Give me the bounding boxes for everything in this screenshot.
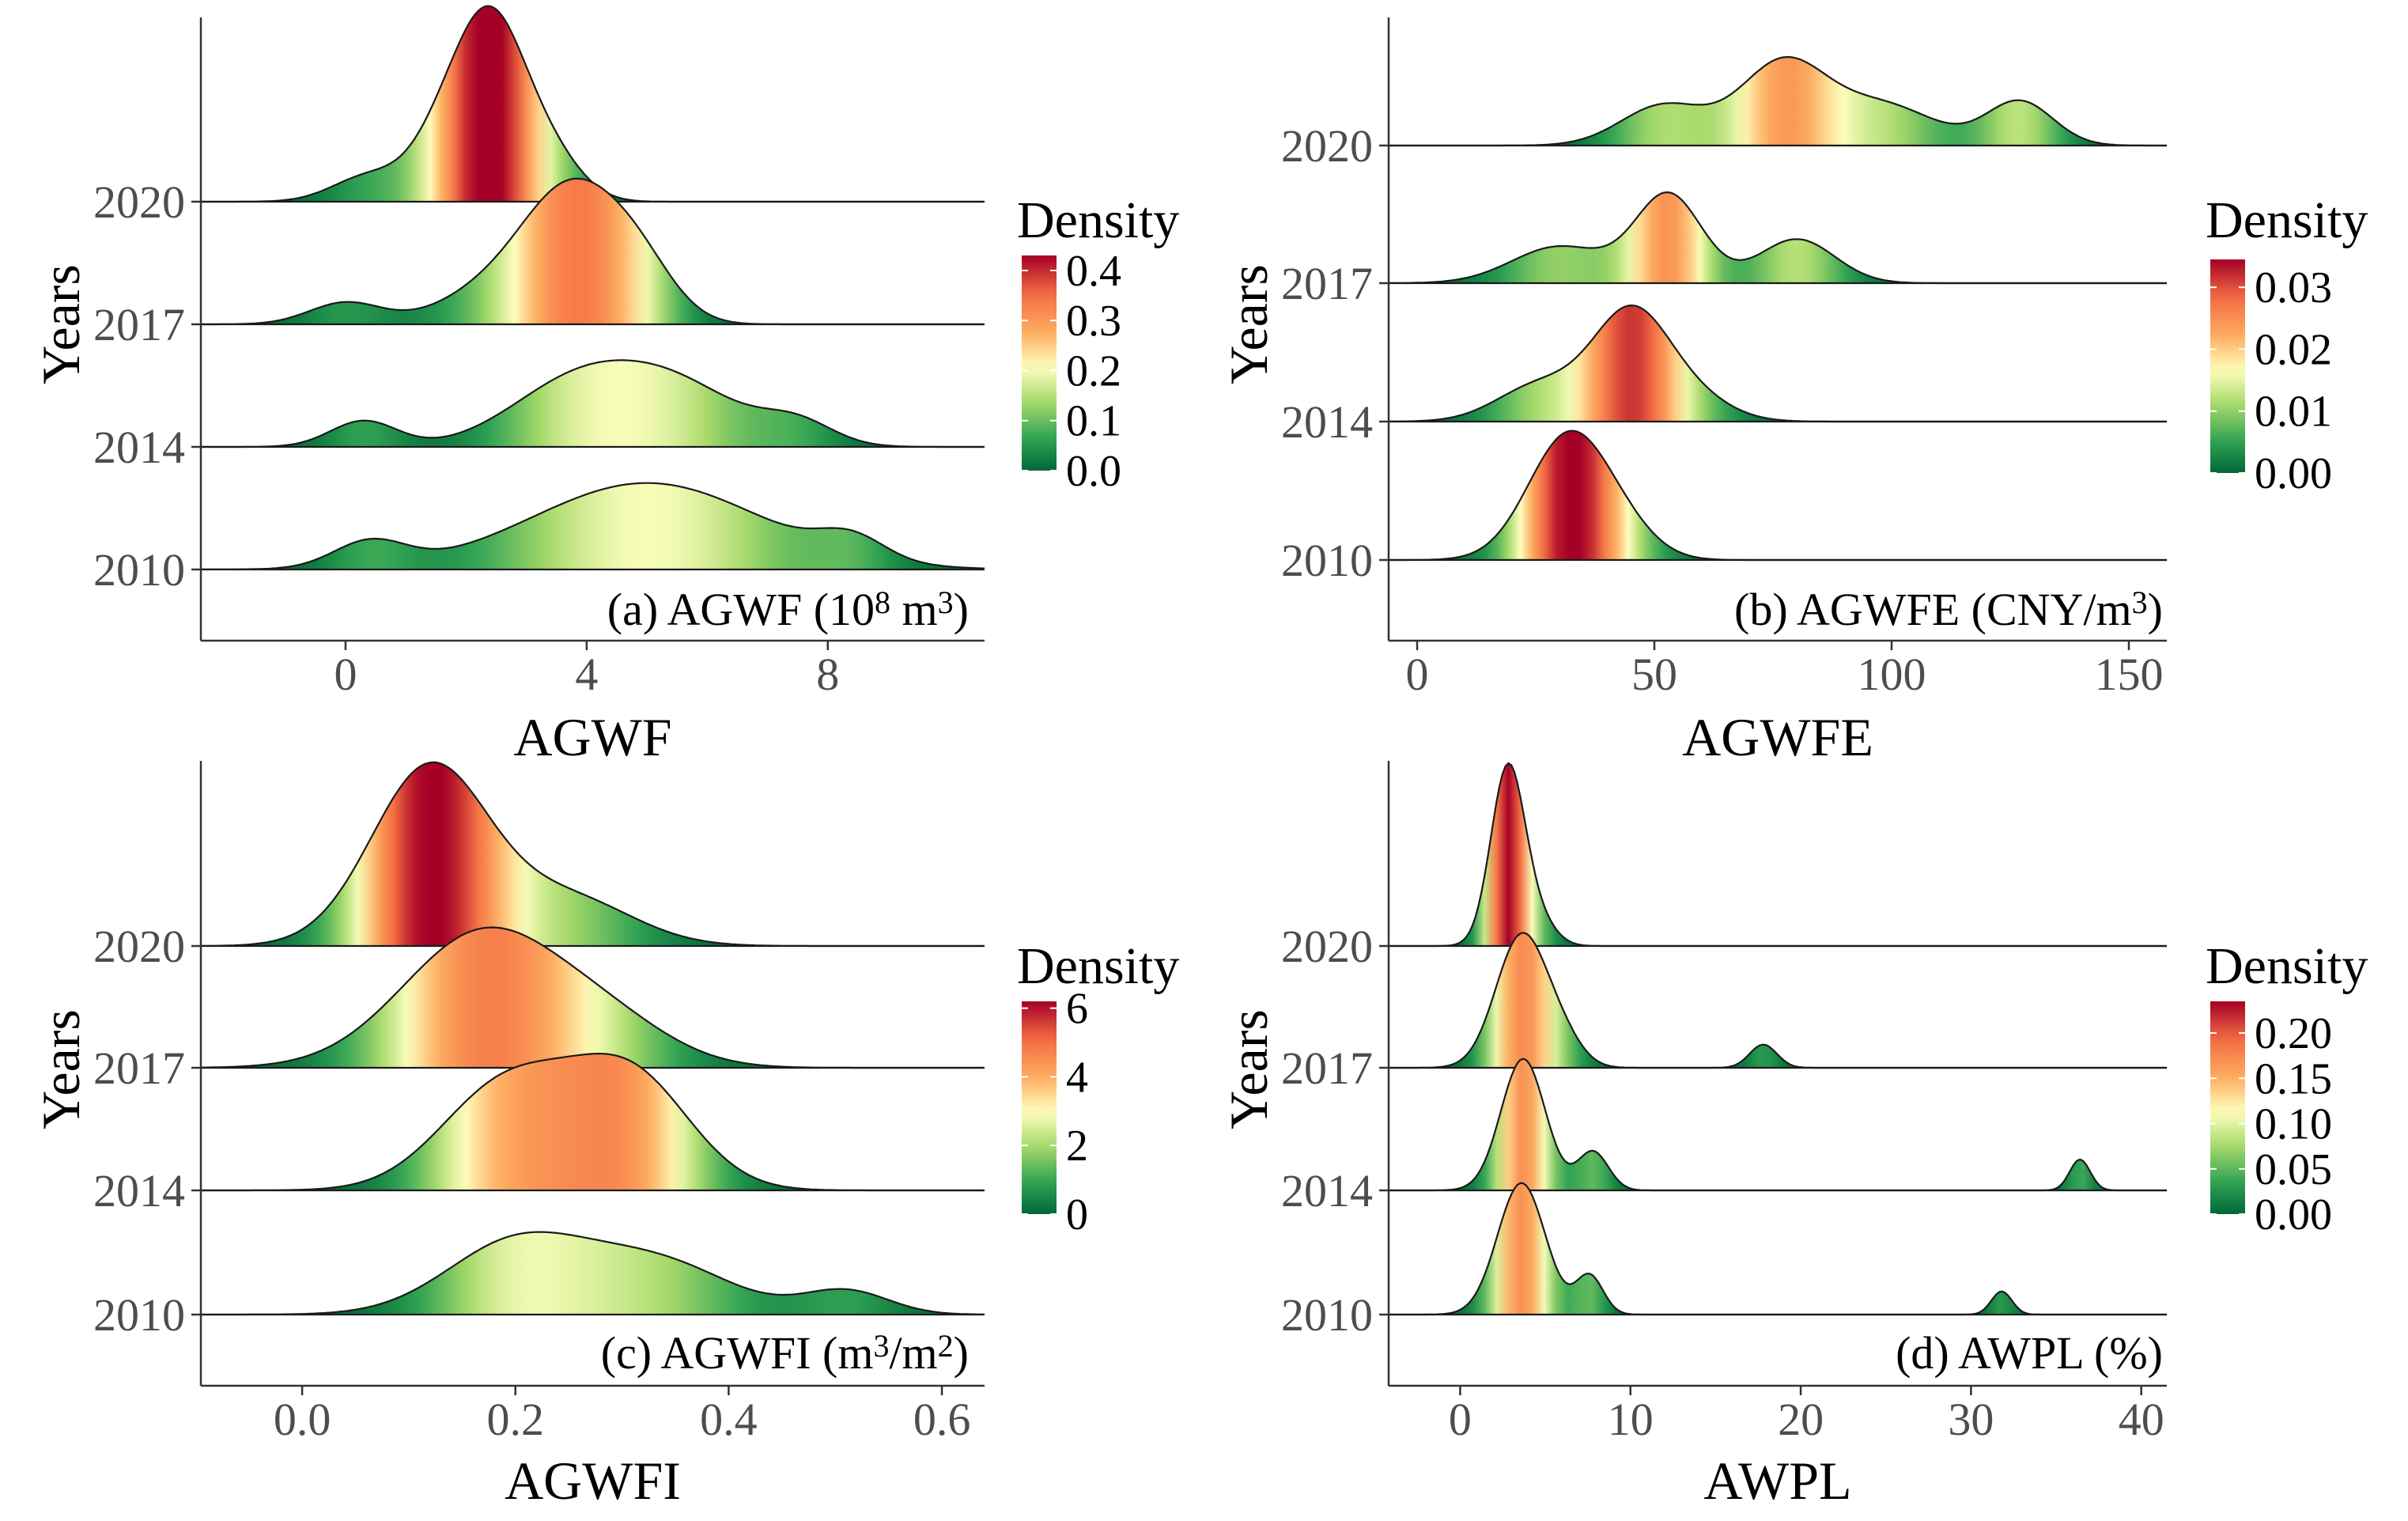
x-tick-label-0.6: 0.6 <box>913 1394 971 1445</box>
panel-caption: (a) AGWF (108 m3) <box>607 584 969 635</box>
x-axis-title: AWPL <box>1703 1451 1851 1511</box>
ridge-line-2010 <box>201 482 985 570</box>
panel-caption: (d) AWPL (%) <box>1896 1327 2163 1379</box>
y-tick-label-2020: 2020 <box>93 921 185 972</box>
ridge-fill-2020 <box>201 762 985 946</box>
density-legend: Density 0.00 0.01 0.02 0.03 <box>2206 191 2368 498</box>
x-tick-label-100: 100 <box>1858 649 1926 700</box>
legend-title: Density <box>2206 191 2368 249</box>
y-tick-label-2017: 2017 <box>93 1042 185 1094</box>
y-axis-title: Years <box>31 264 91 384</box>
legend-title: Density <box>2206 937 2368 995</box>
ridge-fill-2010 <box>1389 1182 2167 1315</box>
ridge-fill-2017 <box>201 927 985 1068</box>
y-tick-label-2014: 2014 <box>93 1165 185 1216</box>
ridge-line-2010 <box>201 1231 985 1316</box>
panel-c: 2010 2014 2017 2020 0.0 0.2 0.4 0.6 AGWFI Years (c… <box>31 761 1179 1511</box>
y-tick-label-2020: 2020 <box>1281 120 1373 172</box>
x-tick-label-30: 30 <box>1948 1394 1994 1445</box>
x-tick-label-4: 4 <box>575 649 598 700</box>
x-tick-label-0: 0 <box>1406 649 1429 700</box>
legend-tick-label-2: 2 <box>1066 1122 1088 1171</box>
ridge-fill-2020 <box>201 6 985 202</box>
legend-colorbar <box>2210 1001 2245 1214</box>
x-tick-label-0: 0 <box>334 649 357 700</box>
y-tick-label-2020: 2020 <box>1281 921 1373 972</box>
y-tick-label-2020: 2020 <box>93 176 185 228</box>
y-tick-label-2017: 2017 <box>93 299 185 350</box>
x-axis-title: AGWFE <box>1682 707 1873 767</box>
legend-tick-label-0.00: 0.00 <box>2255 449 2332 498</box>
legend-colorbar <box>1022 1001 1057 1214</box>
ridge-fill-2010 <box>201 1232 985 1315</box>
legend-tick-label-0.05: 0.05 <box>2255 1145 2332 1194</box>
panel-caption: (c) AGWFI (m3/m2) <box>601 1327 969 1379</box>
x-tick-label-150: 150 <box>2095 649 2164 700</box>
ridge-fill-2017 <box>1389 192 2167 283</box>
y-tick-label-2017: 2017 <box>1281 1042 1373 1094</box>
x-tick-label-20: 20 <box>1778 1394 1824 1445</box>
ridge-fill-2010 <box>201 482 985 569</box>
y-tick-label-2014: 2014 <box>1281 396 1373 448</box>
x-axis-title: AGWFI <box>505 1451 681 1511</box>
y-tick-label-2010: 2010 <box>1281 1289 1373 1341</box>
legend-tick-label-4: 4 <box>1066 1053 1088 1102</box>
legend-title: Density <box>1017 191 1179 249</box>
x-tick-label-40: 40 <box>2119 1394 2164 1445</box>
ridge-fill-2017 <box>1389 933 2167 1068</box>
x-tick-label-10: 10 <box>1608 1394 1654 1445</box>
ridge-fill-2020 <box>1389 762 2167 946</box>
legend-tick-label-0.01: 0.01 <box>2255 388 2332 437</box>
x-tick-label-0.2: 0.2 <box>486 1394 544 1445</box>
density-legend: Density 0.000.050.100.150.20 <box>2206 937 2368 1239</box>
y-axis-title: Years <box>1219 264 1279 384</box>
ridge-fill-2020 <box>1389 57 2167 146</box>
ridge-line-2014 <box>201 359 985 448</box>
y-tick-label-2014: 2014 <box>93 422 185 473</box>
ridge-line-2020 <box>201 5 985 203</box>
legend-tick-label-6: 6 <box>1066 985 1088 1034</box>
legend-tick-label-0.20: 0.20 <box>2255 1009 2332 1058</box>
y-tick-label-2010: 2010 <box>1281 535 1373 586</box>
y-tick-label-2017: 2017 <box>1281 258 1373 309</box>
y-axis-title: Years <box>31 1009 91 1129</box>
legend-colorbar <box>2210 259 2245 473</box>
legend-tick-label-0.10: 0.10 <box>2255 1100 2332 1149</box>
legend-title: Density <box>1017 937 1179 995</box>
ridge-fill-2017 <box>201 178 985 324</box>
y-tick-label-2010: 2010 <box>93 1289 185 1341</box>
legend-tick-label-0.0: 0.0 <box>1066 447 1121 496</box>
x-tick-label-0: 0 <box>1449 1394 1472 1445</box>
legend-tick-label-0.02: 0.02 <box>2255 325 2332 374</box>
y-axis-title: Years <box>1219 1009 1279 1129</box>
legend-tick-label-0: 0 <box>1066 1190 1088 1239</box>
x-tick-label-0.0: 0.0 <box>274 1394 331 1445</box>
legend-tick-label-0.4: 0.4 <box>1066 247 1121 296</box>
legend-colorbar <box>1022 255 1057 471</box>
ridge-fill-2014 <box>1389 305 2167 422</box>
legend-tick-label-0.03: 0.03 <box>2255 263 2332 312</box>
y-tick-label-2010: 2010 <box>93 544 185 596</box>
panel-caption: (b) AGWFE (CNY/m3) <box>1734 584 2163 635</box>
x-tick-label-50: 50 <box>1631 649 1677 700</box>
panel-a: 2010 2014 2017 2020 0 4 8 AGWF Years (a) AGWF (10… <box>31 5 1179 767</box>
y-tick-label-2014: 2014 <box>1281 1165 1373 1216</box>
ridge-fill-2010 <box>1389 430 2167 560</box>
legend-tick-label-0.2: 0.2 <box>1066 346 1121 395</box>
panel-d: 2010 2014 2017 2020 0 10 20 30 40 AWPL Years (d) AW… <box>1219 761 2368 1511</box>
ridge-fill-2014 <box>201 1054 985 1190</box>
legend-tick-label-0.1: 0.1 <box>1066 397 1121 446</box>
legend-tick-label-0.00: 0.00 <box>2255 1190 2332 1239</box>
ridge-fill-2014 <box>1389 1058 2167 1190</box>
x-tick-label-0.4: 0.4 <box>700 1394 758 1445</box>
x-tick-label-8: 8 <box>816 649 839 700</box>
panel-b: 2010 2014 2017 2020 0 50 100 150 AGWFE Years (b) A… <box>1219 17 2368 767</box>
ridge-fill-2014 <box>201 360 985 447</box>
density-legend: Density 0 2 4 6 <box>1017 937 1179 1239</box>
density-legend: Density 0.00.10.20.30.4 <box>1017 191 1179 496</box>
legend-tick-label-0.3: 0.3 <box>1066 297 1121 346</box>
x-axis-title: AGWF <box>513 707 671 767</box>
legend-tick-label-0.15: 0.15 <box>2255 1054 2332 1103</box>
